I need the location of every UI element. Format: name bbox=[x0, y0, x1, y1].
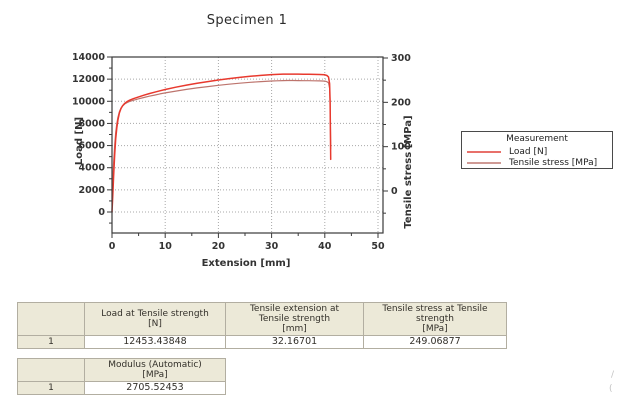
svg-text:0: 0 bbox=[391, 186, 398, 197]
corner-header-cell bbox=[17, 358, 85, 382]
row-number-cell: 1 bbox=[17, 335, 85, 349]
svg-text:200: 200 bbox=[391, 97, 411, 108]
y-axis-label-left: Load [N] bbox=[74, 117, 85, 165]
col-header-stress: Tensile stress at Tensile strength [MPa] bbox=[363, 302, 507, 336]
legend-item-label: Load [N] bbox=[509, 146, 548, 157]
series-line bbox=[111, 73, 332, 213]
load-value-cell: 12453.43848 bbox=[84, 335, 226, 349]
legend-item-load: Load [N] bbox=[462, 146, 612, 157]
modulus-table: Modulus (Automatic) [MPa] 1 2705.52453 bbox=[17, 358, 226, 395]
extension-value-cell: 32.16701 bbox=[225, 335, 364, 349]
corner-header-cell bbox=[17, 302, 85, 336]
legend-title: Measurement bbox=[506, 134, 568, 144]
svg-text:6000: 6000 bbox=[79, 141, 106, 152]
legend-item-label: Tensile stress [MPa] bbox=[509, 157, 598, 168]
col-header-extension: Tensile extension at Tensile strength [m… bbox=[225, 302, 364, 336]
table-header-row: Load at Tensile strength [N] Tensile ext… bbox=[17, 302, 507, 336]
y-axis-label-right: Tensile stress [MPa] bbox=[403, 115, 414, 228]
col-header-load: Load at Tensile strength [N] bbox=[84, 302, 226, 336]
series-line bbox=[111, 79, 332, 192]
load-line-swatch bbox=[467, 150, 501, 153]
svg-text:12000: 12000 bbox=[72, 74, 105, 85]
svg-text:8000: 8000 bbox=[79, 118, 106, 129]
table-header-row: Modulus (Automatic) [MPa] bbox=[17, 358, 226, 382]
chart-axes bbox=[107, 56, 388, 238]
table-row: 1 12453.43848 32.16701 249.06877 bbox=[17, 335, 507, 349]
chart-series-lines bbox=[111, 73, 332, 213]
svg-text:10000: 10000 bbox=[72, 96, 105, 107]
tensile-stress-line-swatch bbox=[467, 161, 501, 164]
x-axis-label: Extension [mm] bbox=[202, 258, 291, 269]
chart-legend: Measurement Load [N] Tensile stress [MPa… bbox=[461, 131, 613, 169]
chart-gridlines bbox=[112, 57, 383, 233]
results-table: Load at Tensile strength [N] Tensile ext… bbox=[17, 302, 507, 349]
svg-text:300: 300 bbox=[391, 53, 411, 64]
clipped-text-fragment: ( bbox=[609, 384, 613, 394]
svg-text:40: 40 bbox=[318, 241, 332, 252]
svg-text:30: 30 bbox=[265, 241, 279, 252]
legend-item-tensile-stress: Tensile stress [MPa] bbox=[462, 157, 612, 168]
svg-text:20: 20 bbox=[212, 241, 226, 252]
svg-text:14000: 14000 bbox=[72, 52, 105, 63]
chart-title: Specimen 1 bbox=[207, 13, 288, 28]
svg-text:0: 0 bbox=[109, 241, 116, 252]
svg-text:0: 0 bbox=[98, 207, 105, 218]
stress-value-cell: 249.06877 bbox=[363, 335, 507, 349]
svg-text:100: 100 bbox=[391, 142, 411, 153]
modulus-value-cell: 2705.52453 bbox=[84, 381, 226, 395]
svg-text:10: 10 bbox=[159, 241, 173, 252]
col-header-modulus: Modulus (Automatic) [MPa] bbox=[84, 358, 226, 382]
chart-tick-labels: 0200040006000800010000120001400001002003… bbox=[72, 52, 411, 252]
tensile-test-chart: Specimen 1 02000400060008000100001200014… bbox=[72, 13, 414, 269]
row-number-cell: 1 bbox=[17, 381, 85, 395]
svg-text:50: 50 bbox=[371, 241, 385, 252]
clipped-text-fragment: / bbox=[611, 370, 615, 380]
svg-text:4000: 4000 bbox=[79, 163, 106, 174]
svg-text:2000: 2000 bbox=[79, 185, 106, 196]
table-row: 1 2705.52453 bbox=[17, 381, 226, 395]
